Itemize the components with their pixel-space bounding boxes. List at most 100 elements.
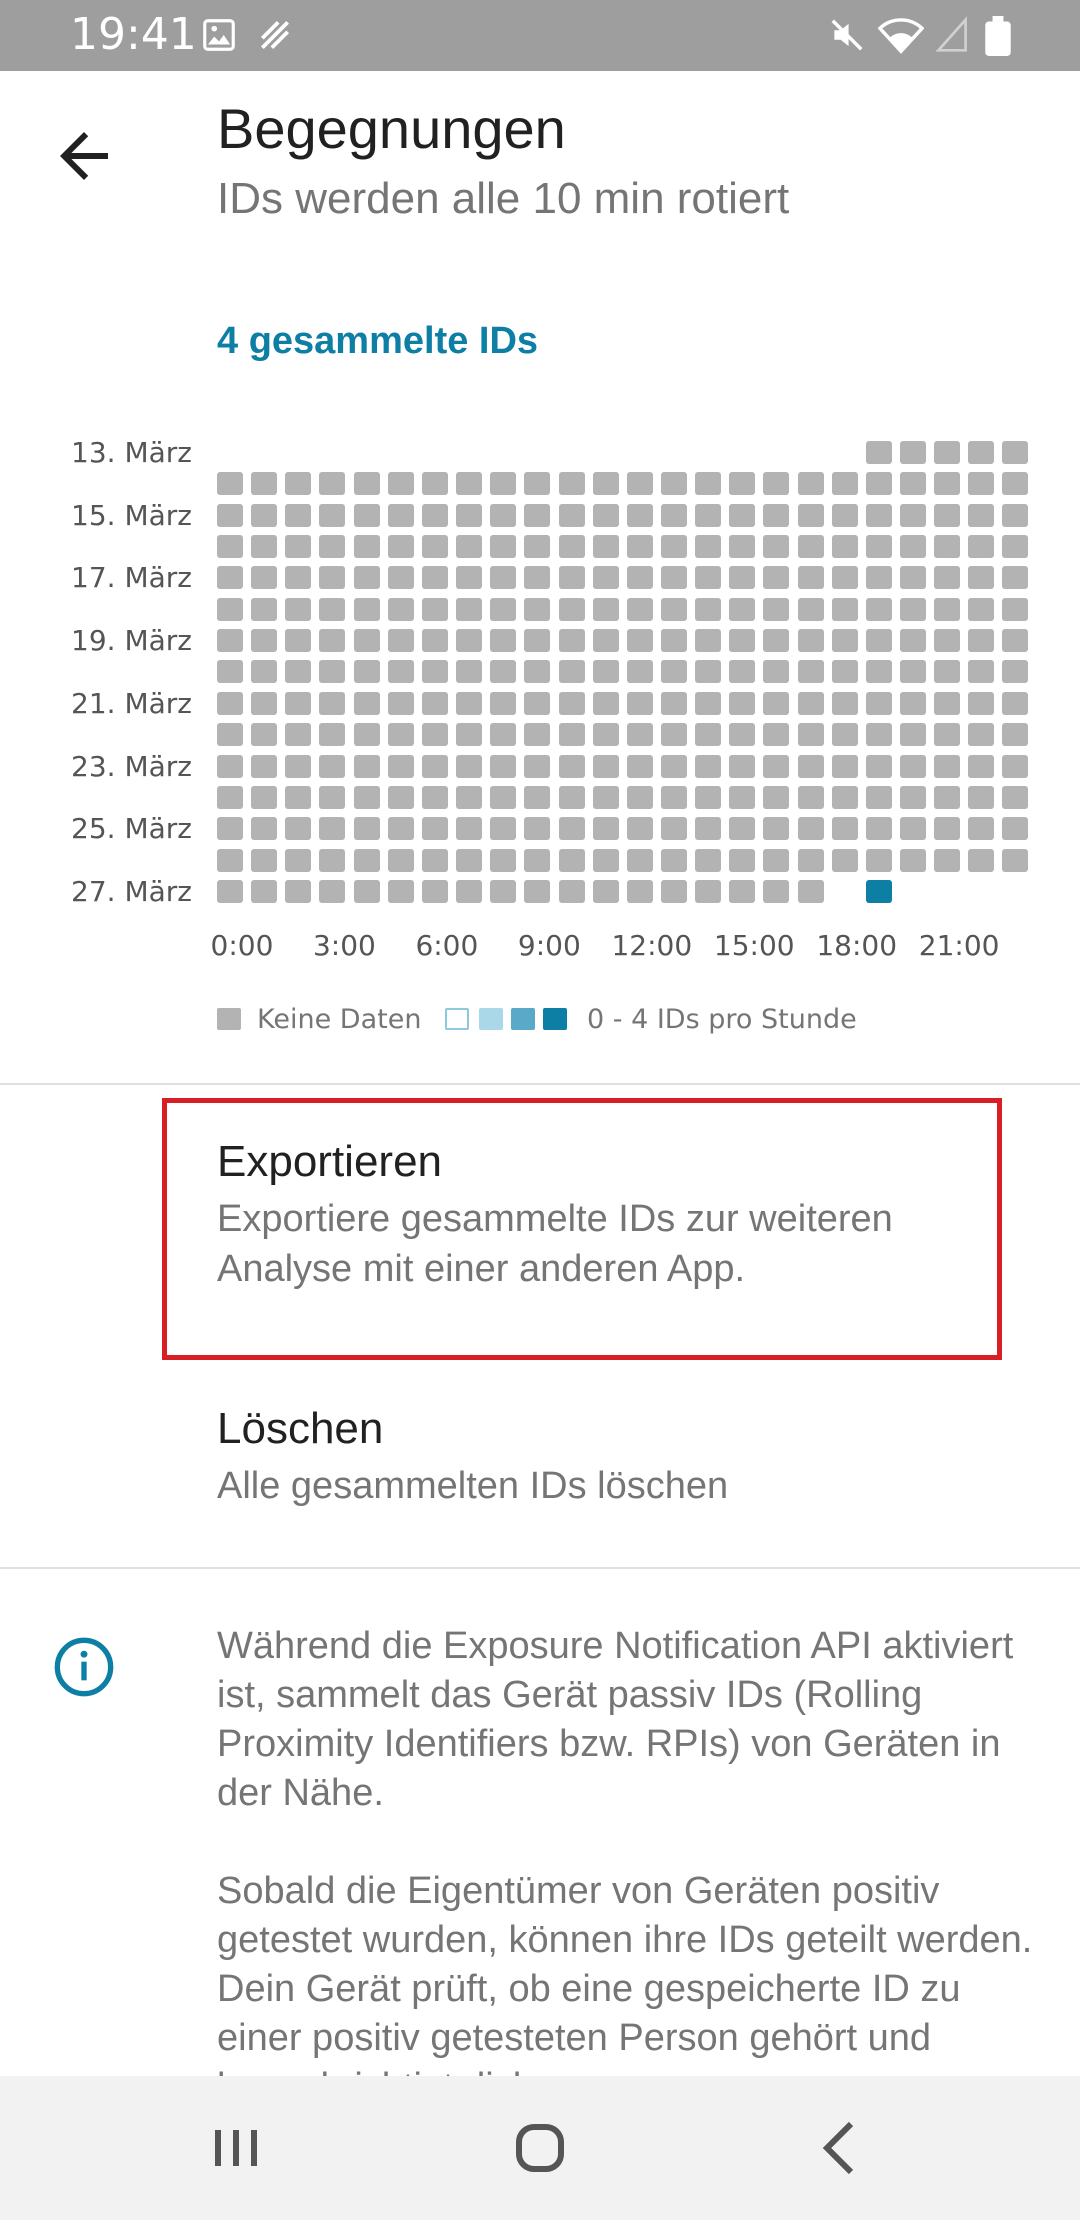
- heatmap-cell: [900, 817, 926, 841]
- heatmap-x-label: 12:00: [611, 929, 693, 962]
- heatmap-cell: [353, 472, 380, 496]
- delete-action[interactable]: Löschen Alle gesammelten IDs löschen: [217, 1403, 1017, 1511]
- page-subtitle: IDs werden alle 10 min rotiert: [217, 174, 790, 223]
- heatmap-cell: [524, 629, 551, 653]
- heatmap-cell: [934, 566, 961, 590]
- heatmap-cell: [729, 817, 756, 841]
- export-description: Exportiere gesammelte IDs zur weiteren A…: [217, 1198, 893, 1290]
- heatmap-cell: [285, 503, 312, 527]
- heatmap-cell: [490, 472, 517, 496]
- heatmap-cell: [1002, 535, 1029, 559]
- heatmap-cell: [319, 503, 346, 527]
- heatmap-cell: [490, 723, 517, 747]
- heatmap-cell: [831, 754, 858, 778]
- heatmap-cell: [831, 660, 858, 684]
- home-icon[interactable]: [504, 2112, 576, 2184]
- heatmap-cell: [763, 691, 790, 715]
- heatmap-cell: [217, 817, 243, 841]
- heatmap-cell: [592, 597, 619, 621]
- heatmap-cell: [217, 785, 243, 809]
- heatmap-cell: [934, 472, 961, 496]
- heatmap-cell: [353, 879, 380, 903]
- heatmap-cell: [490, 754, 517, 778]
- heatmap-cell: [934, 848, 961, 872]
- heatmap-cell: [729, 723, 756, 747]
- heatmap-cell: [387, 629, 414, 653]
- heatmap-cell: [865, 754, 892, 778]
- heatmap-cell: [592, 503, 619, 527]
- heatmap-cell: [695, 817, 722, 841]
- heatmap-x-label: 18:00: [816, 929, 898, 962]
- heatmap-cell: [660, 597, 687, 621]
- heatmap-cell: [865, 566, 892, 590]
- heatmap-cell: [763, 566, 790, 590]
- heatmap-cell: [729, 879, 756, 903]
- heatmap-cell: [660, 754, 687, 778]
- heatmap-cell: [592, 535, 619, 559]
- legend-no-data-label: Keine Daten: [257, 1004, 422, 1035]
- heatmap-cell: [421, 660, 448, 684]
- heatmap-cell: [1002, 691, 1029, 715]
- heatmap-cell: [421, 566, 448, 590]
- recents-icon[interactable]: [200, 2112, 272, 2184]
- heatmap-cell: [763, 660, 790, 684]
- heatmap-cell: [626, 629, 653, 653]
- heatmap-cell: [490, 785, 517, 809]
- heatmap-cell: [900, 754, 926, 778]
- heatmap-cell: [592, 723, 619, 747]
- heatmap-cell: [558, 754, 585, 778]
- heatmap-cell: [353, 754, 380, 778]
- nav-back-icon[interactable]: [806, 2112, 878, 2184]
- heatmap-cell: [524, 472, 551, 496]
- heatmap-cell: [251, 723, 278, 747]
- heatmap-cell: [763, 848, 790, 872]
- heatmap-cell: [1002, 629, 1029, 653]
- heatmap-cell: [421, 848, 448, 872]
- legend-scale-swatch-3: [543, 1008, 567, 1030]
- heatmap-cell: [626, 848, 653, 872]
- export-action[interactable]: Exportieren Exportiere gesammelte IDs zu…: [217, 1136, 1017, 1294]
- heatmap-cell: [900, 785, 926, 809]
- heatmap-cell: [934, 441, 961, 464]
- heatmap-cell: [968, 817, 995, 841]
- heatmap-cell: [660, 566, 687, 590]
- legend-scale-swatch-1: [479, 1008, 503, 1030]
- heatmap-cell: [968, 503, 995, 527]
- heatmap-x-label: 0:00: [210, 929, 274, 962]
- back-arrow-icon[interactable]: [48, 120, 120, 192]
- heatmap-cell: [763, 879, 790, 903]
- heatmap-cell: [626, 691, 653, 715]
- heatmap-cell: [217, 629, 243, 653]
- heatmap-cell: [660, 535, 687, 559]
- heatmap-cell: [387, 566, 414, 590]
- heatmap-cell: [695, 629, 722, 653]
- heatmap-cell: [626, 503, 653, 527]
- heatmap-cell: [387, 723, 414, 747]
- heatmap-cell: [456, 723, 483, 747]
- navigation-bar: [0, 2076, 1080, 2220]
- heatmap-cell: [1002, 817, 1029, 841]
- heatmap-cell: [319, 535, 346, 559]
- heatmap-cell: [934, 535, 961, 559]
- heatmap-cell: [387, 691, 414, 715]
- data-saver-icon: [260, 20, 290, 50]
- heatmap-cell: [490, 566, 517, 590]
- heatmap-cell: [285, 785, 312, 809]
- heatmap-cell: [217, 754, 243, 778]
- heatmap-cell: [251, 472, 278, 496]
- heatmap-cell: [865, 441, 892, 464]
- heatmap-cell: [353, 597, 380, 621]
- heatmap-cell: [626, 817, 653, 841]
- heatmap-cell: [797, 817, 824, 841]
- heatmap-cell: [1002, 660, 1029, 684]
- heatmap-cell: [524, 503, 551, 527]
- heatmap-cell: [319, 785, 346, 809]
- heatmap-cell: [251, 785, 278, 809]
- heatmap-cell: [285, 879, 312, 903]
- heatmap-cell: [1002, 785, 1029, 809]
- heatmap-cell: [729, 660, 756, 684]
- divider: [0, 1567, 1080, 1569]
- heatmap-cell: [695, 754, 722, 778]
- heatmap-cell: [285, 566, 312, 590]
- heatmap-cell: [865, 629, 892, 653]
